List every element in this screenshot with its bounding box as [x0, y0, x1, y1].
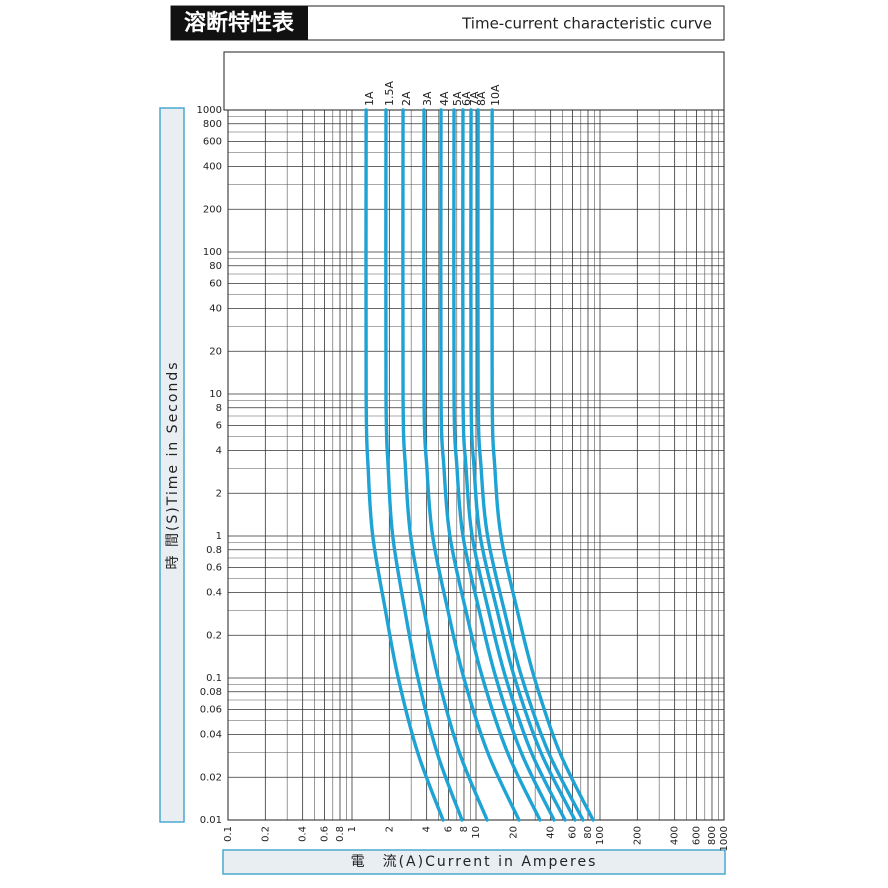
- series-label: 3A: [421, 91, 434, 106]
- series-line: [461, 108, 567, 822]
- y-tick-label: 800: [203, 119, 222, 130]
- y-tick-label: 100: [203, 247, 222, 258]
- x-tick-label: 60: [567, 826, 578, 839]
- x-tick-label: 0.1: [223, 826, 234, 842]
- chart-subtitle: Time-current characteristic curve: [461, 15, 712, 33]
- x-tick-label: 800: [707, 826, 718, 845]
- series-label: 6A: [460, 91, 473, 106]
- y-tick-label: 80: [209, 261, 222, 272]
- x-tick-label: 0.6: [319, 826, 330, 842]
- x-tick-label: 8: [459, 826, 470, 832]
- series-label: 1A: [363, 91, 376, 106]
- series-line: [439, 108, 542, 822]
- series-label: 4A: [438, 91, 451, 106]
- y-tick-label: 600: [203, 137, 222, 148]
- y-tick-label: 0.8: [206, 545, 222, 556]
- y-tick-label: 8: [216, 403, 222, 414]
- x-tick-label: 200: [632, 826, 643, 845]
- x-tick-label: 0.8: [335, 826, 346, 842]
- y-tick-label: 0.02: [200, 772, 222, 783]
- y-tick-label: 0.01: [200, 815, 222, 826]
- y-tick-label: 1000: [197, 105, 222, 116]
- x-tick-label: 600: [691, 826, 702, 845]
- y-tick-label: 4: [216, 446, 222, 457]
- x-tick-label: 20: [508, 826, 519, 839]
- y-tick-label: 60: [209, 279, 222, 290]
- y-tick-label: 40: [209, 304, 222, 315]
- y-tick-label: 0.6: [206, 563, 222, 574]
- header-title-box: [171, 6, 308, 40]
- y-tick-label: 0.4: [206, 588, 222, 599]
- x-tick-label: 80: [583, 826, 594, 839]
- series-label: 7A: [468, 91, 481, 106]
- plot-frame: [227, 109, 725, 821]
- y-tick-label: 2: [216, 488, 222, 499]
- x-tick-label: 100: [595, 826, 606, 845]
- y-tick-label: 0.04: [200, 730, 222, 741]
- y-axis-title: 時 間(S)Time in Seconds: [165, 360, 181, 569]
- y-tick-label: 400: [203, 162, 222, 173]
- series-line: [476, 108, 585, 822]
- series-line: [384, 108, 464, 822]
- y-tick-label: 20: [209, 346, 222, 357]
- y-tick-label: 0.1: [206, 673, 222, 684]
- series-label: 10A: [489, 84, 502, 106]
- series-line: [452, 108, 556, 822]
- series-label: 8A: [475, 91, 488, 106]
- x-tick-label: 0.4: [298, 826, 309, 842]
- series-label: 5A: [451, 91, 464, 106]
- y-tick-label: 6: [216, 421, 222, 432]
- x-tick-label: 400: [670, 826, 681, 845]
- series-line: [401, 108, 489, 822]
- y-tick-label: 0.08: [200, 687, 222, 698]
- x-tick-label: 2: [384, 826, 395, 832]
- y-tick-label: 200: [203, 204, 222, 215]
- y-tick-label: 0.06: [200, 705, 222, 716]
- x-tick-label: 1: [347, 826, 358, 832]
- series-label: 2A: [400, 91, 413, 106]
- series-line: [364, 108, 445, 822]
- x-tick-label: 1000: [719, 826, 730, 851]
- x-tick-label: 6: [443, 826, 454, 832]
- series-label: 1.5A: [383, 81, 396, 106]
- chart-title: 溶断特性表: [184, 10, 295, 36]
- y-tick-label: 10: [209, 389, 222, 400]
- x-tick-label: 0.2: [260, 826, 271, 842]
- x-tick-label: 10: [471, 826, 482, 839]
- x-axis-title: 電 流(A)Current in Amperes: [351, 854, 598, 870]
- series-line: [469, 108, 577, 822]
- y-title-box: [159, 107, 185, 823]
- y-tick-label: 0.2: [206, 630, 222, 641]
- y-tick-label: 1: [216, 531, 222, 542]
- x-title-box: [222, 849, 726, 875]
- series-line: [490, 108, 595, 822]
- x-tick-label: 40: [546, 826, 557, 839]
- x-tick-label: 4: [422, 826, 433, 832]
- series-line: [422, 108, 521, 822]
